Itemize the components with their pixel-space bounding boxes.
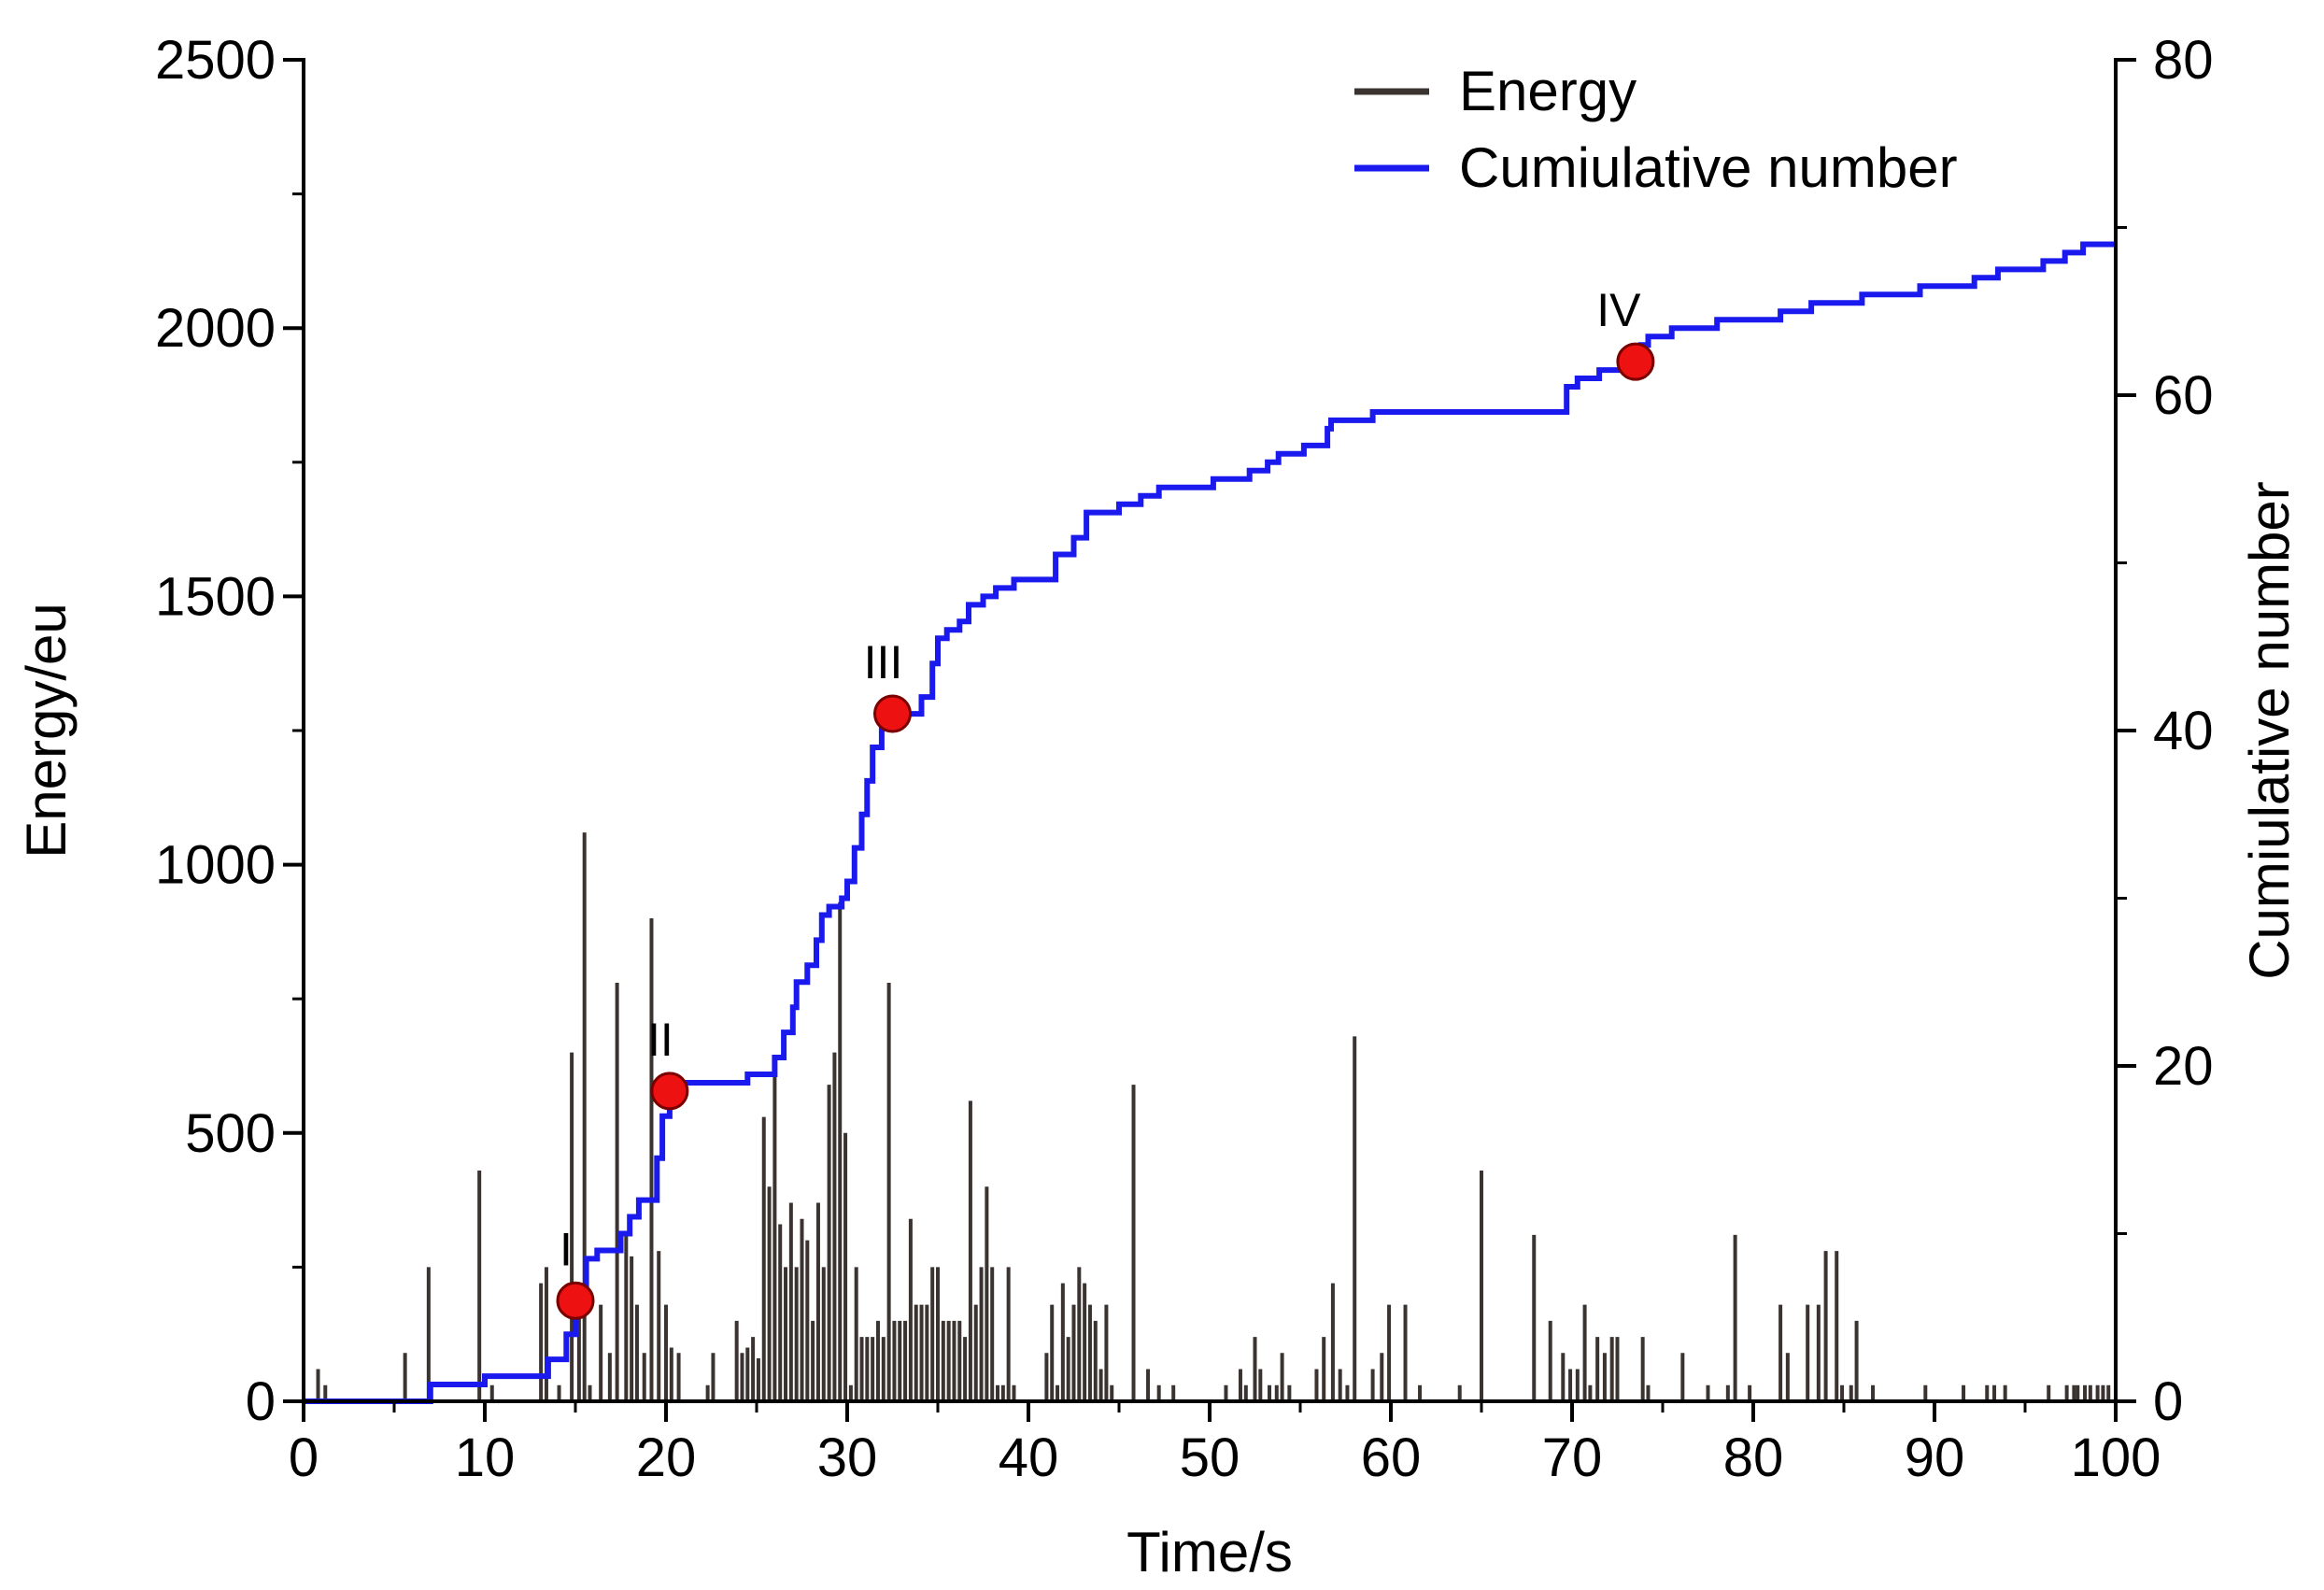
x-tick-label: 40 (999, 1427, 1059, 1488)
x-tick-label: 50 (1180, 1427, 1240, 1488)
phase-marker (1616, 342, 1655, 381)
x-tick-label: 0 (289, 1427, 319, 1488)
phase-marker-label: IV (1596, 284, 1641, 336)
y-left-tick-label: 1500 (155, 566, 276, 627)
y-right-tick-label: 80 (2153, 30, 2214, 91)
tick-labels: 0 10 20 30 40 50 60 70 80 90 100050010001500200025… (155, 30, 2214, 1488)
y-left-tick-label: 2500 (155, 30, 276, 91)
legend: Energy Cumiulative number (1354, 60, 1958, 199)
x-tick-label: 80 (1723, 1427, 1784, 1488)
right-y-axis-title: Cumiulative number (2238, 481, 2301, 980)
axes (302, 58, 2118, 1403)
cumulative-line (304, 241, 2116, 1404)
x-tick-label: 30 (817, 1427, 878, 1488)
y-left-tick-label: 0 (246, 1371, 276, 1432)
y-right-tick-label: 60 (2153, 365, 2214, 426)
y-right-tick-label: 40 (2153, 701, 2214, 761)
y-right-tick-label: 0 (2153, 1371, 2183, 1432)
x-tick-label: 10 (455, 1427, 516, 1488)
x-tick-label: 100 (2071, 1427, 2161, 1488)
phase-marker-label: I (560, 1223, 573, 1275)
legend-cumulative-label: Cumiulative number (1459, 136, 1958, 199)
x-tick-label: 70 (1542, 1427, 1603, 1488)
ticks (283, 58, 2136, 1422)
phase-marker (650, 1072, 689, 1111)
y-left-tick-label: 1000 (155, 835, 276, 896)
x-axis-title: Time/s (1127, 1521, 1293, 1583)
left-y-axis-title: Energy/eu (15, 603, 78, 859)
x-tick-label: 90 (1905, 1427, 1965, 1488)
phase-marker-label: III (864, 636, 903, 689)
phase-marker-label: II (647, 1014, 673, 1066)
y-left-tick-label: 2000 (155, 298, 276, 359)
phase-marker (556, 1281, 595, 1320)
phase-marker (873, 694, 912, 733)
x-tick-label: 60 (1361, 1427, 1422, 1488)
x-tick-label: 20 (636, 1427, 697, 1488)
y-right-tick-label: 20 (2153, 1036, 2214, 1097)
legend-energy-label: Energy (1459, 60, 1637, 122)
y-left-tick-label: 500 (185, 1103, 276, 1164)
